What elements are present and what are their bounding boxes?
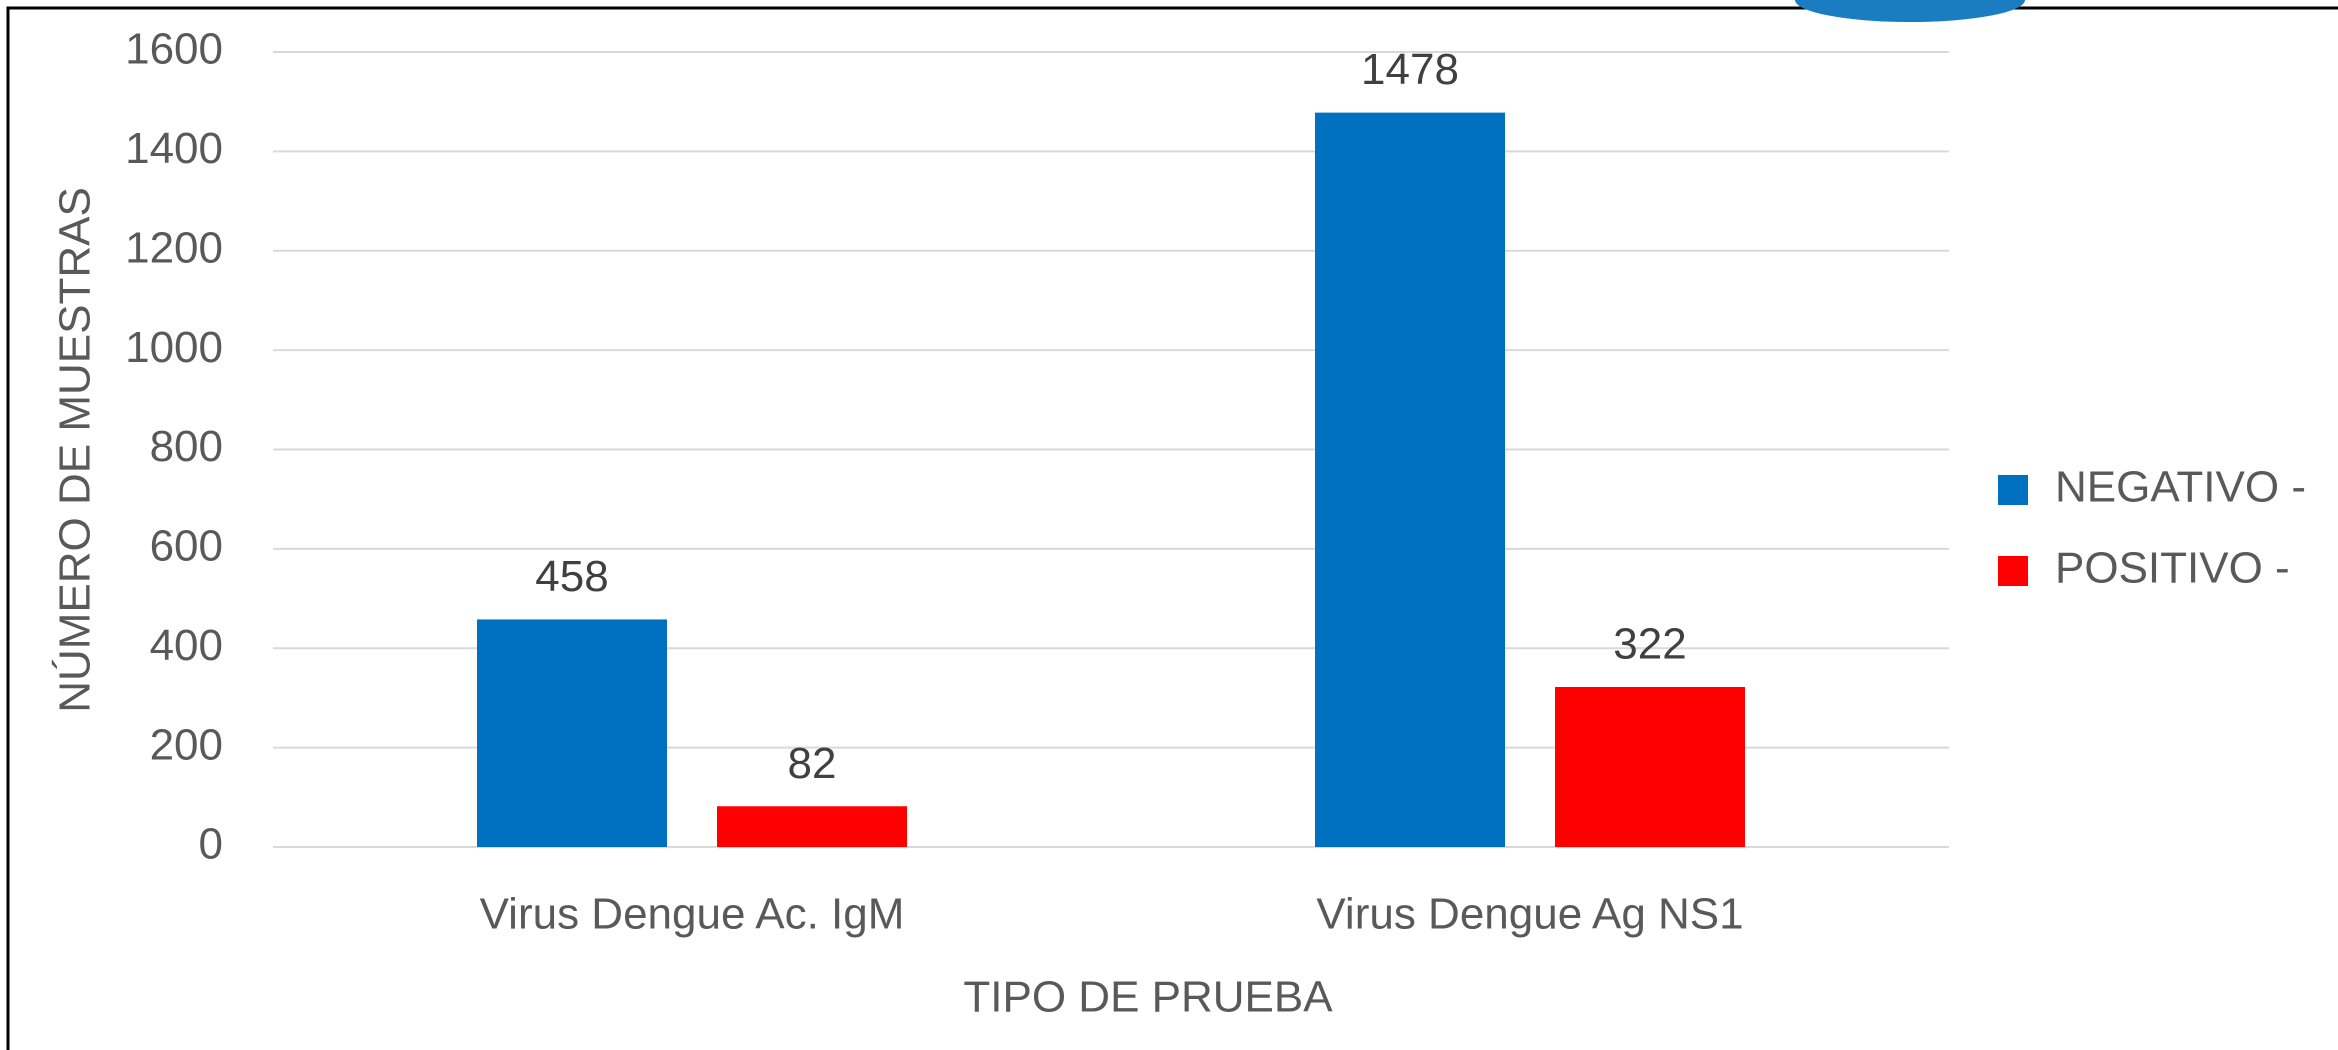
data-label: 322 <box>1613 620 1686 669</box>
bar <box>1315 112 1505 847</box>
y-tick-label: 200 <box>150 720 223 769</box>
x-axis-title: TIPO DE PRUEBA <box>963 973 1333 1022</box>
decoration <box>1795 0 2025 22</box>
x-tick-label: Virus Dengue Ag NS1 <box>1316 890 1743 939</box>
y-tick-label: 1200 <box>125 223 223 272</box>
legend-label: NEGATIVO - <box>2055 463 2306 512</box>
data-label: 1478 <box>1361 45 1459 94</box>
y-tick-label: 1600 <box>125 25 223 74</box>
legend-swatch <box>1998 556 2028 586</box>
bar <box>477 619 667 847</box>
legend-label: POSITIVO - <box>2055 544 2290 593</box>
frame <box>6 6 2338 1050</box>
y-tick-label: 0 <box>199 820 223 869</box>
y-tick-label: 1000 <box>125 323 223 372</box>
y-tick-label: 1400 <box>125 124 223 173</box>
x-tick-label: Virus Dengue Ac. IgM <box>480 890 905 939</box>
bar <box>717 806 907 847</box>
data-label: 82 <box>788 739 837 788</box>
legend-swatch <box>1998 475 2028 505</box>
bar <box>1555 687 1745 847</box>
y-tick-label: 600 <box>150 522 223 571</box>
y-axis-title: NÚMERO DE MUESTRAS <box>51 187 100 713</box>
y-tick-label: 400 <box>150 621 223 670</box>
data-label: 458 <box>535 552 608 601</box>
y-tick-label: 800 <box>150 422 223 471</box>
